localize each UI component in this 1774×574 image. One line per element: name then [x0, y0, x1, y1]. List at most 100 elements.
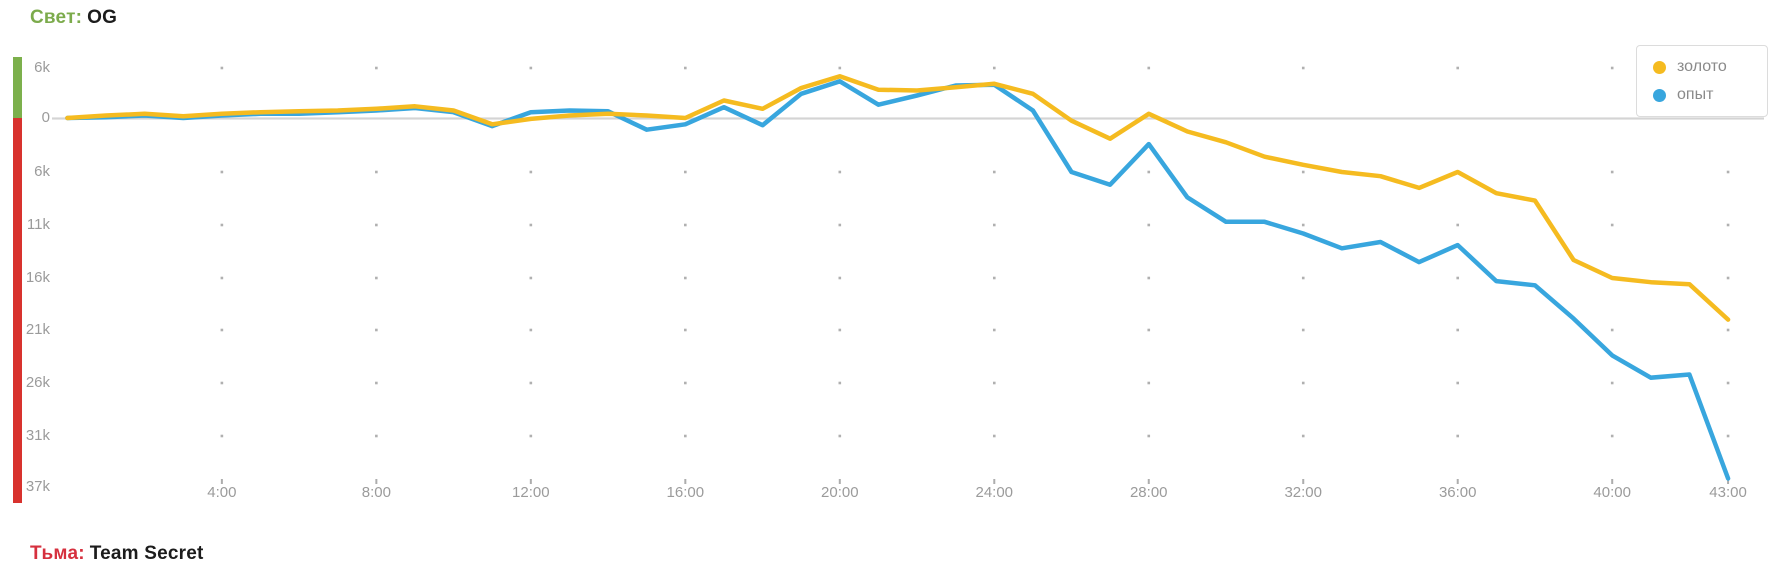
- grid-dot: [1726, 434, 1730, 438]
- legend: золото опыт: [1636, 45, 1768, 117]
- x-axis-label: 8:00: [361, 484, 391, 501]
- grid-dot: [1610, 170, 1614, 174]
- grid-dot: [1726, 381, 1730, 385]
- grid-dot: [529, 276, 533, 280]
- grid-dot: [1456, 434, 1460, 438]
- dire-team-footer: Тьма: Team Secret: [30, 543, 204, 565]
- grid-dot: [838, 66, 842, 70]
- dire-advantage-bar: [13, 118, 22, 503]
- grid-dot: [992, 170, 996, 174]
- radiant-team-header: Свет: OG: [30, 7, 117, 29]
- series-line-золото[interactable]: [65, 74, 1731, 322]
- x-axis-tick: [1611, 479, 1614, 484]
- grid-dot: [375, 328, 378, 332]
- radiant-side-label: Свет:: [30, 7, 83, 28]
- grid-dot: [1726, 223, 1730, 227]
- radiant-advantage-bar: [13, 57, 22, 118]
- grid-dot: [375, 223, 378, 227]
- x-axis-tick: [1147, 479, 1150, 484]
- grid-dot: [529, 170, 533, 174]
- x-axis-label: 4:00: [207, 484, 237, 501]
- grid-dot: [992, 66, 996, 70]
- grid-dot: [684, 66, 687, 70]
- grid-dot: [529, 434, 533, 438]
- x-axis-label: 43:00: [1709, 484, 1747, 501]
- grid-dot: [1147, 66, 1151, 70]
- grid-dot: [992, 276, 996, 280]
- x-axis-tick: [838, 479, 841, 484]
- grid-dot: [684, 170, 687, 174]
- grid-dot: [529, 328, 533, 332]
- dire-team-name: Team Secret: [89, 543, 204, 564]
- xp-series-dot-icon: [1653, 88, 1666, 102]
- grid-dot: [529, 223, 533, 227]
- grid-dot: [992, 381, 996, 385]
- grid-dot: [684, 434, 687, 438]
- grid-dot: [1301, 434, 1305, 438]
- series-line-опыт[interactable]: [65, 79, 1731, 481]
- grid-dot: [1301, 328, 1305, 332]
- x-axis-tick: [993, 479, 996, 484]
- grid-dot: [1726, 170, 1730, 174]
- y-axis-label: 6k: [34, 163, 50, 180]
- grid-dot: [838, 434, 842, 438]
- grid-dot: [1456, 381, 1460, 385]
- grid-dot: [1147, 328, 1151, 332]
- zero-line: [52, 117, 1764, 120]
- legend-item-label: опыт: [1677, 86, 1714, 103]
- grid-dot: [1147, 381, 1151, 385]
- grid-dot: [1726, 328, 1730, 332]
- grid-dot: [838, 276, 842, 280]
- y-axis-label: 26k: [25, 374, 50, 391]
- grid-dot: [1610, 66, 1614, 70]
- grid-dot: [220, 328, 224, 332]
- grid-dot: [1726, 276, 1730, 280]
- grid-dot: [684, 276, 687, 280]
- grid-dot: [1301, 276, 1305, 280]
- x-axis-label: 20:00: [821, 484, 859, 501]
- grid-dot: [838, 381, 842, 385]
- grid-dot: [529, 381, 533, 385]
- grid-dot: [1456, 276, 1460, 280]
- grid-dot: [1147, 170, 1151, 174]
- grid-dot: [1610, 381, 1614, 385]
- y-axis-label: 0: [41, 109, 50, 126]
- grid-dot: [1301, 66, 1305, 70]
- grid-dot: [838, 170, 842, 174]
- grid-dot: [684, 381, 687, 385]
- y-axis-label: 16k: [25, 269, 50, 286]
- y-axis-label: 37k: [25, 478, 50, 495]
- x-axis-label: 28:00: [1129, 484, 1168, 501]
- gold-series-dot-icon: [1653, 60, 1666, 74]
- y-axis-label: 11k: [26, 216, 50, 233]
- legend-item-gold[interactable]: золото: [1653, 58, 1767, 76]
- radiant-team-name: OG: [87, 7, 118, 28]
- grid-dot: [220, 276, 224, 280]
- grid-dot: [375, 276, 378, 280]
- grid-dot: [1301, 170, 1305, 174]
- grid-dot: [1301, 223, 1305, 227]
- x-axis-tick: [529, 479, 532, 484]
- legend-item-xp[interactable]: опыт: [1653, 86, 1767, 104]
- grid-dot: [375, 381, 378, 385]
- grid-dot: [992, 434, 996, 438]
- x-axis-tick: [1456, 479, 1459, 484]
- x-axis-tick: [375, 479, 378, 484]
- grid-dot: [1301, 381, 1305, 385]
- grid-dot: [375, 66, 378, 70]
- y-axis-label: 21k: [25, 321, 50, 338]
- grid-dot: [992, 223, 996, 227]
- grid-dot: [1147, 434, 1151, 438]
- grid-dot: [1456, 328, 1460, 332]
- grid-dot: [838, 328, 842, 332]
- grid-dot: [1610, 223, 1614, 227]
- grid-dot: [220, 434, 224, 438]
- grid-dot: [375, 170, 378, 174]
- x-axis-label: 16:00: [666, 484, 705, 501]
- grid-dot: [220, 66, 224, 70]
- x-axis-label: 40:00: [1593, 484, 1631, 501]
- grid-dot: [1456, 223, 1460, 227]
- grid-dot: [684, 223, 687, 227]
